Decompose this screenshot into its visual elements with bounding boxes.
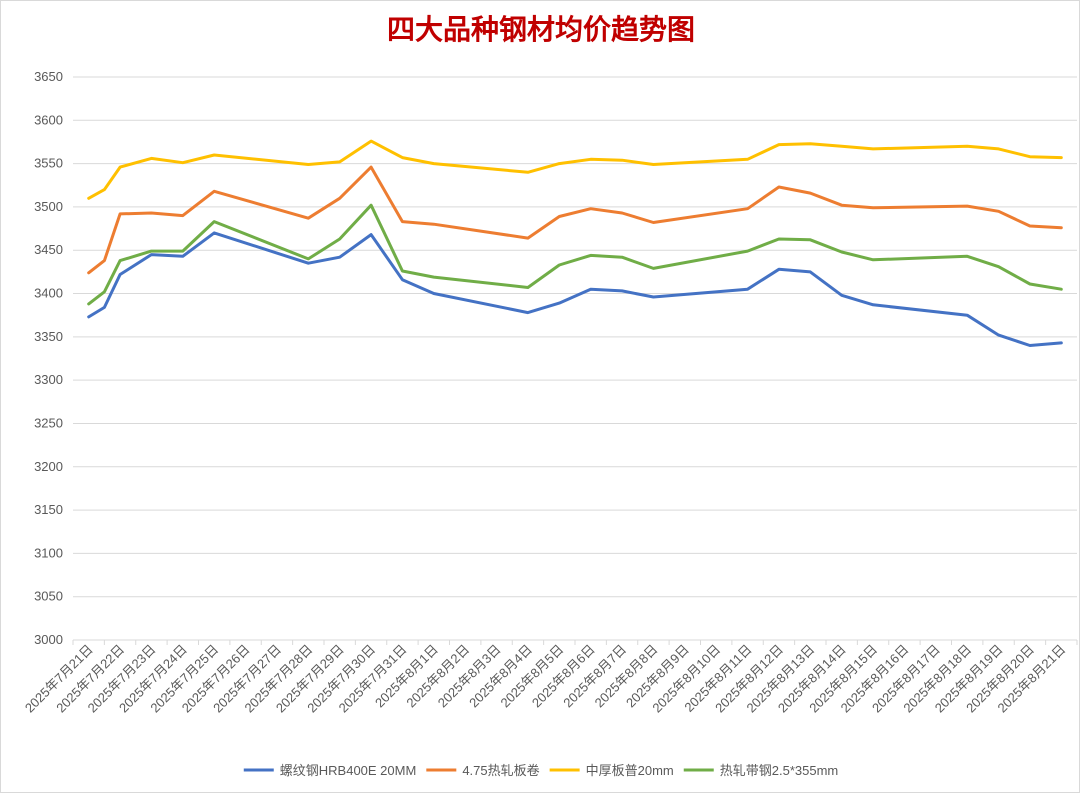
legend-label: 螺纹钢HRB400E 20MM	[280, 763, 417, 778]
y-tick-label: 3200	[34, 459, 63, 474]
legend-label: 热轧带钢2.5*355mm	[720, 763, 838, 778]
y-tick-label: 3050	[34, 589, 63, 604]
y-tick-label: 3450	[34, 242, 63, 257]
y-tick-label: 3150	[34, 502, 63, 517]
chart-title: 四大品种钢材均价趋势图	[387, 13, 695, 46]
y-tick-label: 3000	[34, 632, 63, 647]
legend-item-3: 中厚板普20mm	[549, 763, 674, 778]
series-line-4	[87, 203, 1063, 306]
series-lines	[87, 139, 1063, 347]
y-tick-label: 3250	[34, 415, 63, 430]
y-tick-label: 3550	[34, 156, 63, 171]
legend-label: 中厚板普20mm	[586, 763, 674, 778]
legend-label: 4.75热轧板卷	[462, 763, 539, 778]
legend-item-4: 热轧带钢2.5*355mm	[683, 763, 838, 778]
y-tick-label: 3500	[34, 199, 63, 214]
legend-item-2: 4.75热轧板卷	[426, 763, 540, 778]
y-tick-label: 3300	[34, 372, 63, 387]
y-tick-label: 3100	[34, 545, 63, 560]
y-tick-label: 3350	[34, 329, 63, 344]
series-line-1	[87, 231, 1063, 347]
y-tick-label: 3400	[34, 286, 63, 301]
y-axis-ticks: 3000 3050 3100 3150 3200 3250 3300 3350 3400 3450…	[34, 69, 63, 647]
y-tick-label: 3600	[34, 112, 63, 127]
x-axis-ticks: 2025年7月21日2025年7月22日2025年7月23日2025年7月24日…	[22, 640, 1078, 715]
gridlines	[73, 76, 1077, 641]
legend-item-1: 螺纹钢HRB400E 20MM	[243, 763, 417, 778]
legend: 螺纹钢HRB400E 20MM 4.75热轧板卷 中厚板普20mm 热轧带钢2.5*3…	[243, 763, 838, 778]
series-line-3	[87, 139, 1063, 200]
series-line-2	[87, 165, 1063, 275]
y-tick-label: 3650	[34, 69, 63, 84]
